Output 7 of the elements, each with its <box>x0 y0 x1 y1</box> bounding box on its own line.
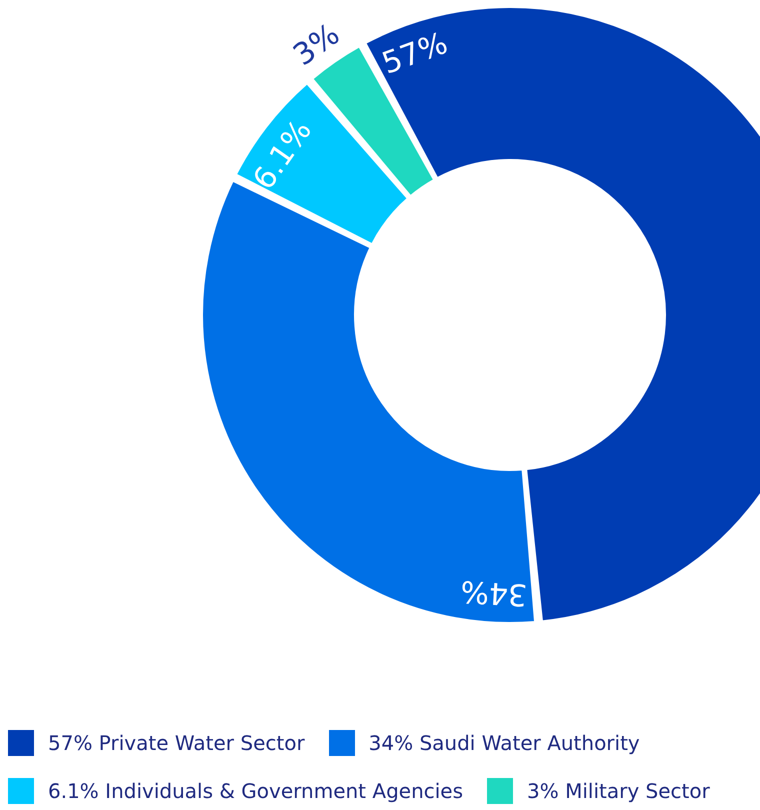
legend-label: 6.1% Individuals & Government Agencies <box>48 779 464 803</box>
legend-label: 57% Private Water Sector <box>48 731 305 755</box>
data-label: 34% <box>460 573 528 612</box>
legend-label: 34% Saudi Water Authority <box>368 731 640 755</box>
legend-label: 3% Military Sector <box>527 779 710 803</box>
data-label: 3% <box>287 17 346 74</box>
data-label: 57% <box>378 26 452 82</box>
